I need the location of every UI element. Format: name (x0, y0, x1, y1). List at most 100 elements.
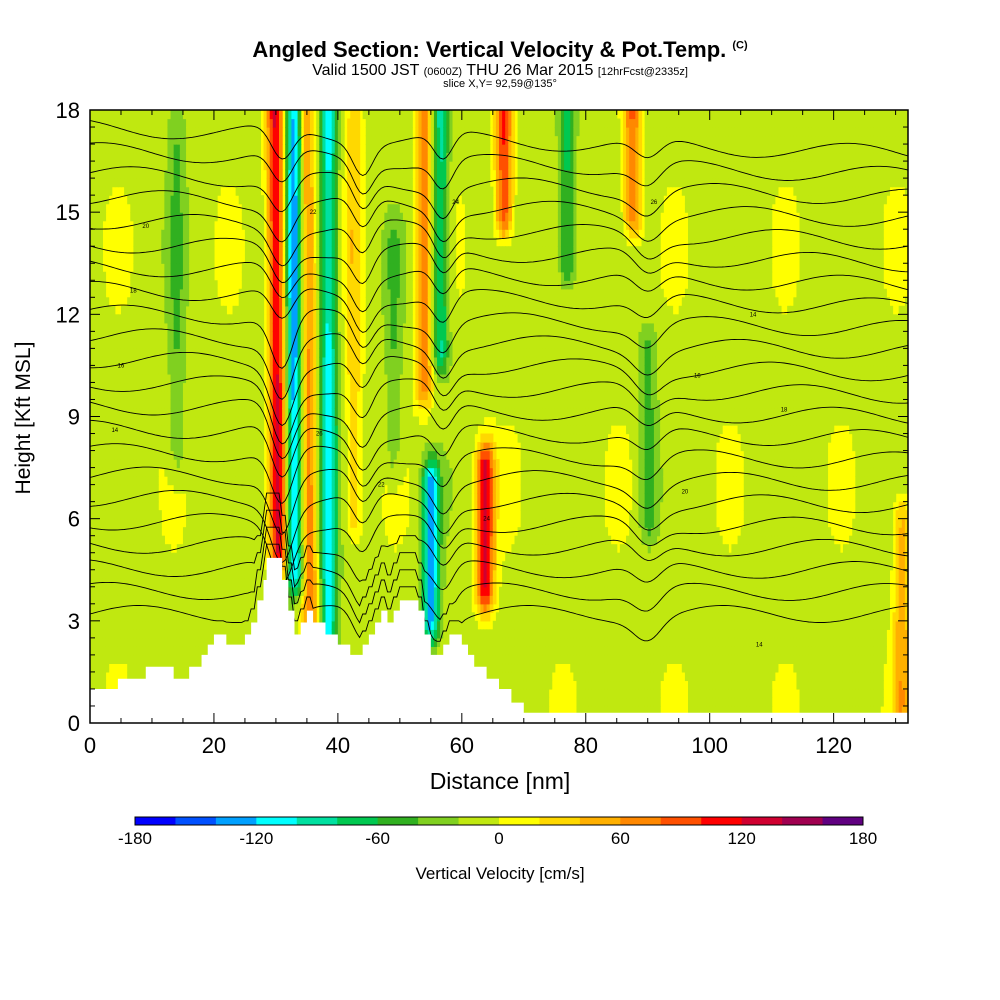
velocity-cell (173, 152, 178, 162)
velocity-cell (127, 442, 131, 452)
velocity-cell (288, 195, 293, 205)
velocity-cell (207, 118, 212, 128)
velocity-cell (282, 518, 286, 528)
velocity-cell (207, 416, 212, 426)
velocity-cell (213, 459, 218, 469)
velocity-cell (148, 144, 153, 154)
velocity-cell (198, 288, 203, 298)
velocity-cell (120, 161, 125, 171)
velocity-cell (124, 305, 128, 315)
velocity-cell (96, 476, 100, 486)
velocity-cell (257, 203, 262, 213)
velocity-cell (114, 373, 119, 384)
velocity-cell (167, 356, 172, 367)
velocity-cell (133, 271, 138, 281)
velocity-cell (99, 476, 103, 486)
velocity-cell (254, 348, 258, 358)
velocity-cell (282, 476, 286, 486)
velocity-cell (316, 169, 320, 179)
velocity-cell (272, 365, 277, 375)
velocity-cell (254, 399, 258, 409)
velocity-cell (127, 135, 131, 145)
velocity-cell (155, 603, 159, 613)
velocity-cell (108, 425, 113, 435)
velocity-cell (148, 297, 153, 307)
velocity-cell (120, 484, 125, 494)
velocity-cell (96, 212, 100, 222)
velocity-cell (93, 339, 97, 349)
velocity-cell (207, 407, 212, 418)
velocity-cell (195, 220, 200, 230)
velocity-cell (223, 425, 227, 435)
velocity-cell (325, 595, 330, 605)
velocity-cell (238, 348, 243, 358)
velocity-cell (151, 544, 156, 554)
velocity-cell (285, 365, 289, 375)
velocity-cell (133, 288, 138, 298)
velocity-cell (164, 467, 169, 477)
velocity-cell (173, 671, 178, 682)
velocity-cell (244, 450, 249, 460)
velocity-cell (306, 161, 311, 171)
velocity-cell (229, 467, 234, 477)
velocity-cell (179, 237, 184, 247)
velocity-cell (102, 203, 107, 213)
velocity-cell (182, 603, 187, 613)
velocity-cell (213, 450, 218, 460)
velocity-cell (254, 450, 258, 460)
velocity-cell (136, 178, 141, 188)
velocity-cell (322, 493, 327, 503)
velocity-cell (127, 535, 131, 545)
velocity-cell (182, 663, 187, 673)
velocity-cell (161, 595, 165, 605)
velocity-cell (133, 595, 138, 605)
velocity-cell (179, 314, 184, 324)
velocity-cell (238, 603, 243, 613)
velocity-cell (176, 356, 181, 367)
velocity-cell (266, 169, 271, 179)
velocity-cell (303, 195, 308, 205)
velocity-cell (108, 620, 113, 630)
velocity-cell (124, 603, 128, 613)
velocity-cell (325, 586, 330, 596)
velocity-cell (195, 135, 200, 145)
velocity-cell (179, 288, 184, 298)
velocity-cell (124, 578, 128, 588)
velocity-cell (105, 552, 110, 562)
velocity-cell (130, 484, 134, 494)
velocity-cell (226, 493, 231, 503)
velocity-cell (210, 203, 215, 213)
velocity-cell (223, 586, 227, 596)
velocity-cell (210, 459, 215, 469)
velocity-cell (133, 646, 138, 656)
velocity-cell (322, 476, 327, 486)
velocity-cell (161, 322, 165, 332)
velocity-cell (133, 365, 138, 375)
velocity-cell (195, 535, 200, 545)
velocity-cell (285, 212, 289, 222)
velocity-cell (279, 467, 283, 477)
velocity-cell (161, 152, 165, 162)
velocity-cell (232, 450, 237, 460)
velocity-cell (306, 271, 311, 281)
velocity-cell (291, 178, 296, 188)
velocity-cell (195, 161, 200, 171)
velocity-cell (309, 433, 314, 443)
velocity-cell (275, 254, 280, 264)
velocity-cell (226, 552, 231, 562)
velocity-cell (266, 476, 271, 486)
velocity-cell (232, 612, 237, 622)
velocity-cell (148, 220, 153, 230)
velocity-cell (201, 195, 206, 205)
velocity-cell (309, 382, 314, 392)
velocity-cell (306, 527, 311, 537)
velocity-cell (316, 305, 320, 315)
velocity-cell (158, 620, 162, 630)
velocity-cell (204, 161, 209, 171)
velocity-cell (192, 144, 196, 154)
velocity-cell (251, 595, 255, 605)
velocity-cell (120, 407, 125, 418)
velocity-cell (133, 450, 138, 460)
velocity-cell (325, 365, 330, 375)
velocity-cell (176, 178, 181, 188)
